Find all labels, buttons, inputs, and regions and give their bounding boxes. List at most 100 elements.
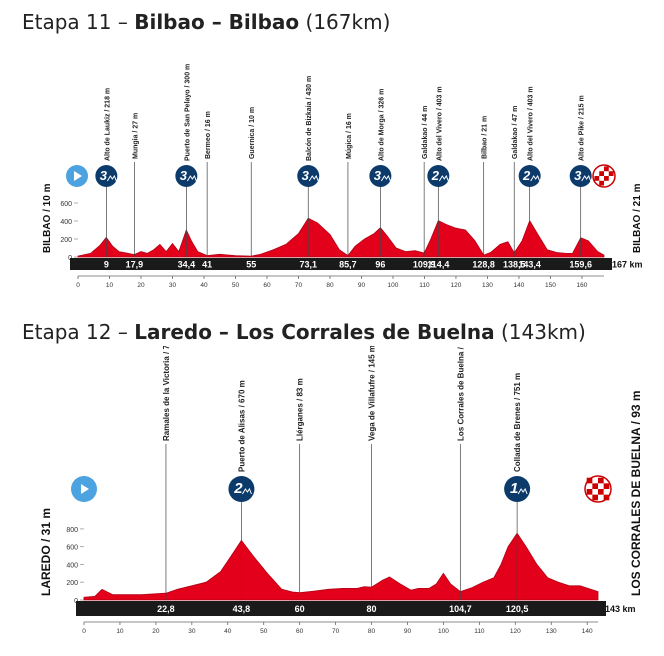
stage-11-x-tick-label: 30: [169, 282, 177, 289]
stage-11-climb-category-marker: [427, 165, 450, 187]
stage-11-x-tick-label: 140: [514, 282, 525, 289]
stage-11-waypoint-label: Alto del Vivero / 403 m: [528, 86, 535, 161]
stage-11-km-mark-label: 114,4: [427, 260, 449, 270]
stage-11-title-prefix: Etapa 11 –: [22, 10, 135, 34]
stage-11-km-mark-label: 55: [246, 260, 256, 270]
stage-11-finish-label: BILBAO / 21 m: [632, 183, 643, 253]
stage-11-mountain-icon: [438, 174, 449, 182]
stage-11-climb-category-label: 3: [100, 168, 108, 183]
stage-12-x-tick-label: 30: [188, 628, 196, 635]
stage-12-x-tick-label: 90: [404, 628, 412, 635]
stage-11-mountain-icon: [380, 174, 391, 182]
stage-11-climb-category-label: 3: [574, 168, 582, 183]
stage-11-km-mark-label: 9: [104, 260, 109, 270]
stage-12-start-label: LAREDO / 31 m: [39, 508, 53, 596]
stage-11-waypoint-label: Alto de Morga / 326 m: [378, 89, 385, 161]
stage-11-waypoint-label: Bermeo / 16 m: [205, 111, 212, 159]
stage-11-x-tick-label: 60: [263, 282, 271, 289]
stage-12-km-mark-label: 43,8: [233, 604, 251, 614]
stage-11-km-mark-label: 17,9: [126, 260, 144, 270]
stage-11-start-label: BILBAO / 10 m: [42, 183, 53, 253]
stage-12-x-tick-label: 140: [582, 628, 593, 635]
stage-11-checker-square: [594, 176, 600, 181]
stage-12-checker-square: [586, 489, 593, 495]
stage-12-x-tick-label: 80: [368, 628, 376, 635]
stage-12-km-mark-label: 120,5: [506, 604, 529, 614]
stage-11-climb-category-label: 2: [431, 168, 440, 183]
stage-12-y-tick-label: 200: [66, 580, 78, 587]
stage-12-x-tick-label: 50: [260, 628, 268, 635]
stage-12-title-prefix: Etapa 12 –: [22, 320, 135, 344]
stage-11-x-tick-label: 40: [200, 282, 208, 289]
stage-11-km-mark-label: 85,7: [339, 260, 357, 270]
stage-12-km-mark-label: 22,8: [157, 604, 175, 614]
stage-11-x-tick-label: 110: [419, 282, 430, 289]
stage-12-mountain-icon: [517, 487, 528, 495]
stage-11-waypoint-label: Bilbao / 21 m: [482, 116, 489, 159]
stage-11-mountain-icon: [106, 174, 117, 182]
stage-11-mountain-icon: [308, 174, 319, 182]
stage-11-km-mark-label: 159,6: [569, 260, 592, 270]
stage-12-climb-category-marker: [504, 476, 531, 502]
stage-12-elevation-area: [83, 532, 599, 601]
stage-12-waypoint-label: Ramales de la Victoria / 76 m: [162, 346, 171, 441]
stage-11-mountain-icon: [581, 174, 592, 182]
stage-11-waypoint-label: Galdakao / 44 m: [422, 106, 429, 159]
stage-12-x-tick-label: 130: [546, 628, 557, 635]
stage-12-profile-chart: 0 200 400 600 800 Ramales de la Victoria / 76…: [39, 346, 643, 635]
stage-11-waypoint-label: Galdakao / 47 m: [512, 106, 519, 159]
stage-11-climb-category-label: 3: [374, 168, 382, 183]
stage-11-checker-square: [604, 176, 609, 181]
stage-11-y-tick-label: 600: [60, 201, 72, 208]
stage-11-total-distance: 167 km: [612, 260, 643, 270]
stage-11-y-tick-label: 200: [60, 237, 72, 244]
stage-12-checker-square: [598, 489, 604, 495]
stage-11-x-tick-label: 70: [295, 282, 303, 289]
stage-11-waypoint-label: Balcón de Bizkaia / 430 m: [306, 76, 313, 161]
stage-11-x-tick-label: 120: [451, 282, 462, 289]
stage-11-x-tick-label: 80: [326, 282, 334, 289]
stage-11-climb-category-marker: [569, 165, 592, 187]
stage-11-climb-category-label: 3: [302, 168, 310, 183]
stage-11-waypoint-label: Guernica / 10 m: [249, 107, 256, 159]
stage-12-checker-square: [603, 483, 610, 489]
stage-11-title: Etapa 11 – Bilbao – Bilbao (167km): [22, 10, 390, 34]
stage-12-waypoint-label: Llérganes / 83 m: [296, 378, 305, 441]
stage-12-waypoint-label: Collada de Brenes / 751 m: [513, 373, 522, 472]
stage-11-waypoint-label: Alto del Vivero / 403 m: [436, 86, 443, 161]
stage-11-x-tick-label: 0: [76, 282, 80, 289]
stage-12-km-bar: [76, 601, 606, 616]
stage-12-checker-square: [592, 483, 598, 489]
stage-11-x-tick-label: 20: [137, 282, 145, 289]
stage-11-checker-square: [599, 180, 604, 186]
stage-12-waypoint-label: Los Corrales de Buelna / 94 m: [456, 346, 465, 441]
stage-11-x-tick-label: 50: [232, 282, 240, 289]
stage-12-waypoint-label: Puerto de Alisas / 670 m: [237, 380, 246, 472]
stage-12-climb-category-label: 2: [233, 480, 243, 497]
stage-12-total-distance: 143 km: [605, 604, 636, 614]
stage-11-climb-category-marker: [369, 165, 392, 187]
stage-12-y-tick-label: 800: [66, 527, 78, 534]
stage-12-title-distance: (143km): [501, 320, 586, 344]
stage-12-checker-square: [592, 494, 598, 501]
stage-12-x-tick-label: 0: [82, 628, 86, 635]
stage-11-waypoint-label: Alto de Pike / 215 m: [579, 95, 586, 161]
stage-12-x-tick-label: 10: [116, 628, 124, 635]
stage-11-x-tick-label: 160: [577, 282, 588, 289]
stage-11-checker-square: [608, 171, 614, 176]
stage-12-climb-category-label: 1: [510, 480, 518, 497]
stage-12-climb-category-marker: [228, 476, 255, 502]
stage-11-checker-square: [604, 166, 609, 172]
stage-12-km-mark-label: 60: [295, 604, 305, 614]
stage-11-checker-square: [599, 171, 604, 176]
stage-11-title-route: Bilbao – Bilbao: [134, 10, 300, 34]
stage-12-x-tick-label: 40: [224, 628, 232, 635]
stage-12-finish-label: LOS CORRALES DE BUELNA / 93 m: [629, 390, 643, 596]
stage-12-checker-square: [586, 477, 593, 484]
stage-12-x-tick-label: 120: [510, 628, 521, 635]
stage-11-km-mark-label: 143,4: [518, 260, 541, 270]
stage-11-y-tick-label: 400: [60, 219, 72, 226]
stage-11-x-tick-label: 150: [545, 282, 556, 289]
stage-11-km-mark-label: 128,8: [472, 260, 495, 270]
stage-12-title: Etapa 12 – Laredo – Los Corrales de Buel…: [22, 320, 586, 344]
